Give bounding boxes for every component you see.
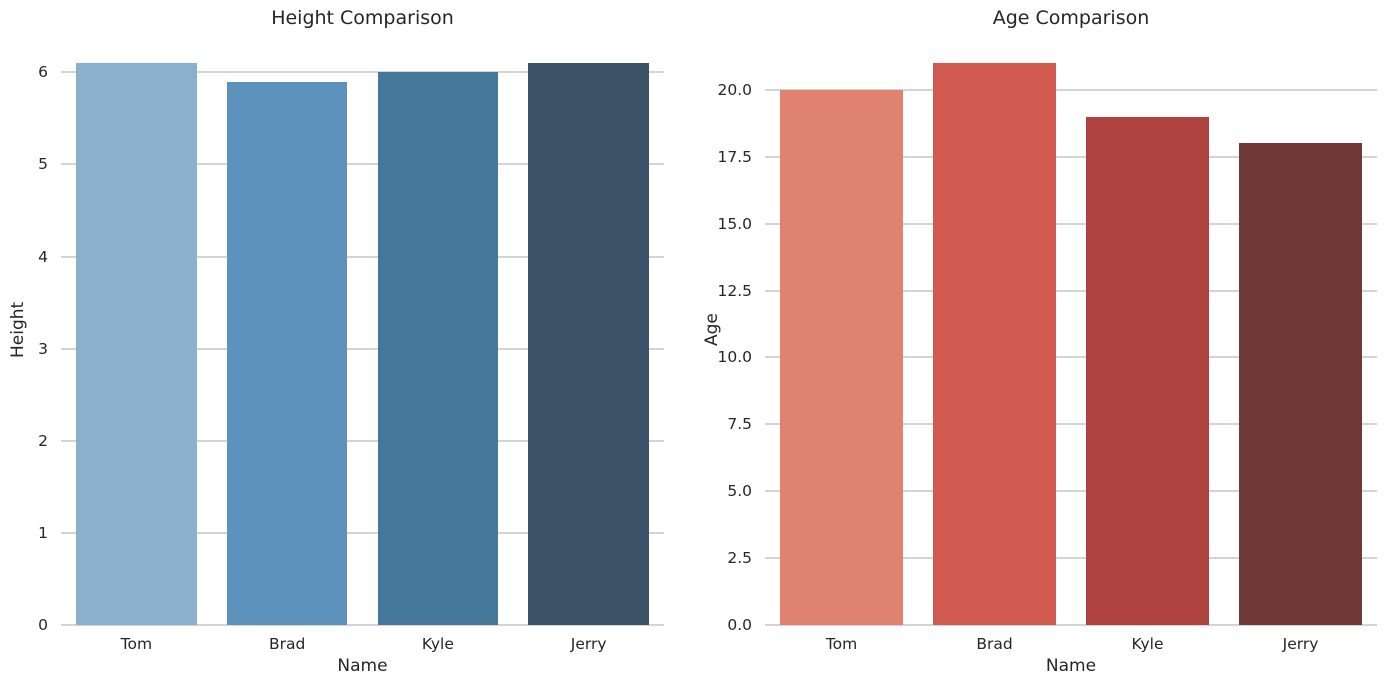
bar-jerry bbox=[1239, 143, 1362, 625]
x-tick-label: Kyle bbox=[421, 635, 454, 653]
x-tick-label: Brad bbox=[976, 635, 1013, 653]
y-tick-label: 7.5 bbox=[727, 415, 752, 434]
gridline bbox=[765, 155, 1377, 158]
x-tick-label: Jerry bbox=[1282, 635, 1319, 653]
gridline bbox=[765, 222, 1377, 225]
bar-brad bbox=[226, 81, 348, 625]
bar-tom bbox=[780, 89, 903, 625]
bar-jerry bbox=[528, 63, 649, 625]
y-tick-label: 10.0 bbox=[717, 348, 752, 367]
y-tick-label: 12.5 bbox=[717, 281, 752, 300]
plot-area: 0.0 2.5 5.0 7.5 10.0 12.5 15.0 17.5 20.0 Tom Brad K… bbox=[717, 35, 1377, 653]
gridline bbox=[765, 356, 1377, 359]
bar-kyle bbox=[377, 72, 499, 625]
y-tick-label: 15.0 bbox=[717, 214, 752, 233]
gridline bbox=[61, 255, 664, 258]
x-tick-label: Tom bbox=[825, 635, 858, 653]
gridline bbox=[765, 624, 1377, 626]
y-tick-label: 17.5 bbox=[717, 147, 752, 166]
y-tick-label: 5.0 bbox=[727, 482, 752, 501]
x-tick-label: Brad bbox=[268, 635, 306, 653]
chart-title: Age Comparison bbox=[992, 7, 1150, 29]
y-axis-label: Age bbox=[702, 313, 722, 347]
y-tick-label: 3 bbox=[38, 339, 48, 358]
y-tick-label: 4 bbox=[38, 247, 48, 266]
gridline bbox=[765, 88, 1377, 91]
y-tick-label: 2.5 bbox=[727, 549, 752, 568]
x-tick-label: Kyle bbox=[1131, 635, 1164, 653]
y-tick-label: 0 bbox=[38, 616, 48, 634]
y-tick-label: 5 bbox=[38, 155, 48, 174]
height-comparison-chart: Height Comparison Height 0 1 2 3 4 5 6 Tom Brad K… bbox=[0, 0, 694, 690]
bar-kyle bbox=[1086, 116, 1209, 625]
gridline bbox=[765, 289, 1377, 292]
y-tick-label: 0.0 bbox=[727, 616, 752, 634]
y-tick-label: 1 bbox=[38, 523, 48, 542]
x-axis-label: Name bbox=[1045, 656, 1097, 676]
gridline bbox=[61, 624, 664, 626]
x-axis-label: Name bbox=[337, 656, 388, 676]
gridline bbox=[61, 71, 664, 74]
bar-brad bbox=[933, 63, 1056, 625]
gridline bbox=[61, 163, 664, 166]
y-tick-label: 2 bbox=[38, 431, 48, 450]
gridline bbox=[765, 490, 1377, 493]
bar-tom bbox=[76, 63, 197, 625]
gridline bbox=[61, 439, 664, 442]
y-tick-label: 6 bbox=[38, 63, 48, 82]
chart-title: Height Comparison bbox=[271, 7, 454, 29]
gridline bbox=[61, 347, 664, 350]
plot-area: 0 1 2 3 4 5 6 Tom Brad Kyle Jerry bbox=[38, 35, 664, 653]
gridline bbox=[61, 531, 664, 534]
gridline bbox=[765, 557, 1377, 560]
y-axis-label: Height bbox=[8, 301, 28, 359]
x-tick-label: Tom bbox=[120, 635, 153, 653]
x-tick-label: Jerry bbox=[570, 635, 607, 653]
y-tick-label: 20.0 bbox=[717, 80, 752, 99]
age-comparison-chart: Age Comparison Age 0.0 2.5 5.0 7.5 10.0 12.5 1… bbox=[694, 0, 1389, 690]
gridline bbox=[765, 423, 1377, 426]
